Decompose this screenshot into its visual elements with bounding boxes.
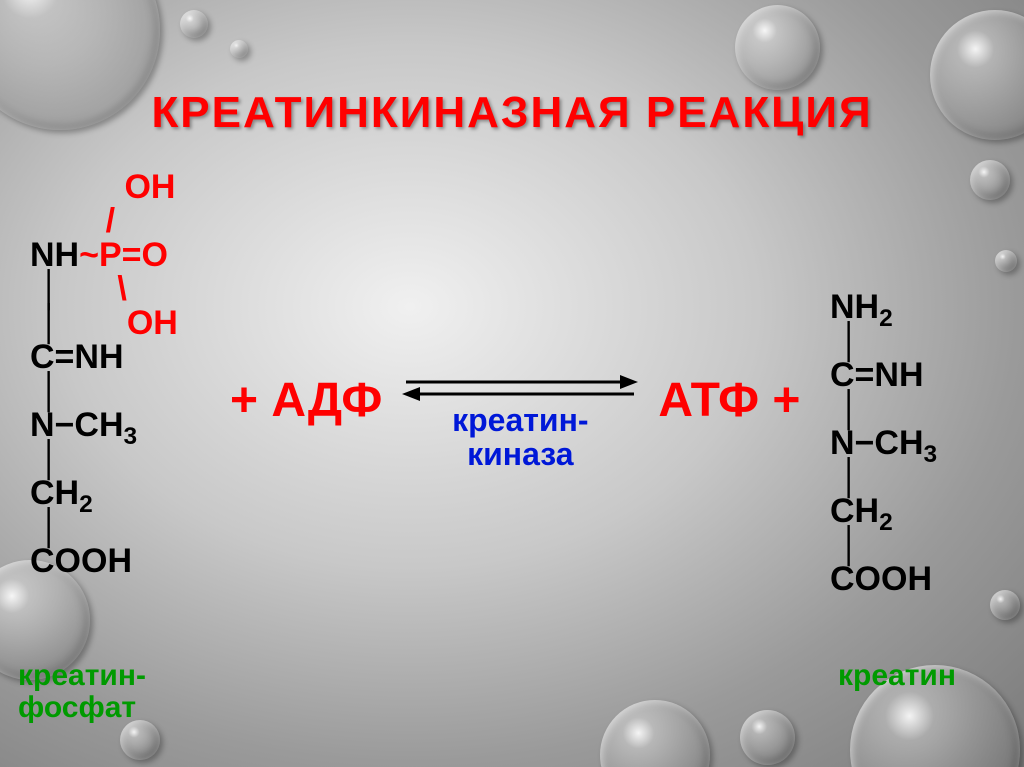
structure-line: OH (30, 170, 178, 204)
structure-line: │ OH (30, 306, 178, 340)
label-line2: фосфат (18, 692, 146, 724)
structure-line: N−CH3 (30, 408, 178, 442)
water-droplet (600, 700, 710, 767)
structure-line: │ \ (30, 272, 178, 306)
water-droplet (180, 10, 208, 38)
structure-line: COOH (30, 544, 178, 578)
slide-title: КРЕАТИНКИНАЗНАЯ РЕАКЦИЯ (0, 88, 1024, 138)
structure-line: N−CH3 (830, 426, 937, 460)
creatine-label: креатин (838, 660, 956, 692)
structure-line: / (30, 204, 178, 238)
creatine-structure: NH2 │C=NH │N−CH3 │CH2 │COOH (830, 290, 937, 596)
structure-line: │ (830, 460, 937, 494)
water-droplet (970, 160, 1010, 200)
label-line1: креатин (838, 660, 956, 692)
enzyme-line1: креатин- (400, 404, 640, 438)
creatine-phosphate-label: креатин- фосфат (18, 660, 146, 723)
water-droplet (740, 710, 795, 765)
water-droplet (990, 590, 1020, 620)
structure-line: CH2 (830, 494, 937, 528)
water-droplet (995, 250, 1017, 272)
structure-line: │ (30, 510, 178, 544)
structure-line: │ (30, 374, 178, 408)
enzyme-label: креатин- киназа (400, 404, 640, 471)
water-droplet (120, 720, 160, 760)
enzyme-line2: киназа (400, 438, 640, 472)
structure-line: NH~P=O (30, 238, 178, 272)
atp-label: АТФ + (658, 373, 800, 428)
structure-line: C=NH (30, 340, 178, 374)
creatine-phosphate-structure: OH /NH~P=O │ \ │ OHC=NH │N−CH3 │CH2 │COO… (30, 170, 178, 578)
structure-line: CH2 (30, 476, 178, 510)
reaction-equation: + АДФ креатин- киназа АТФ + (230, 370, 884, 430)
slide: КРЕАТИНКИНАЗНАЯ РЕАКЦИЯ OH /NH~P=O │ \ │… (0, 0, 1024, 767)
structure-line: COOH (830, 562, 937, 596)
structure-line: │ (30, 442, 178, 476)
label-line1: креатин- (18, 660, 146, 692)
water-droplet (230, 40, 248, 58)
structure-line: NH2 (830, 290, 937, 324)
arrow-icon (400, 370, 640, 404)
equilibrium-arrows: креатин- киназа (400, 370, 640, 430)
water-droplet (735, 5, 820, 90)
adp-label: + АДФ (230, 373, 382, 428)
